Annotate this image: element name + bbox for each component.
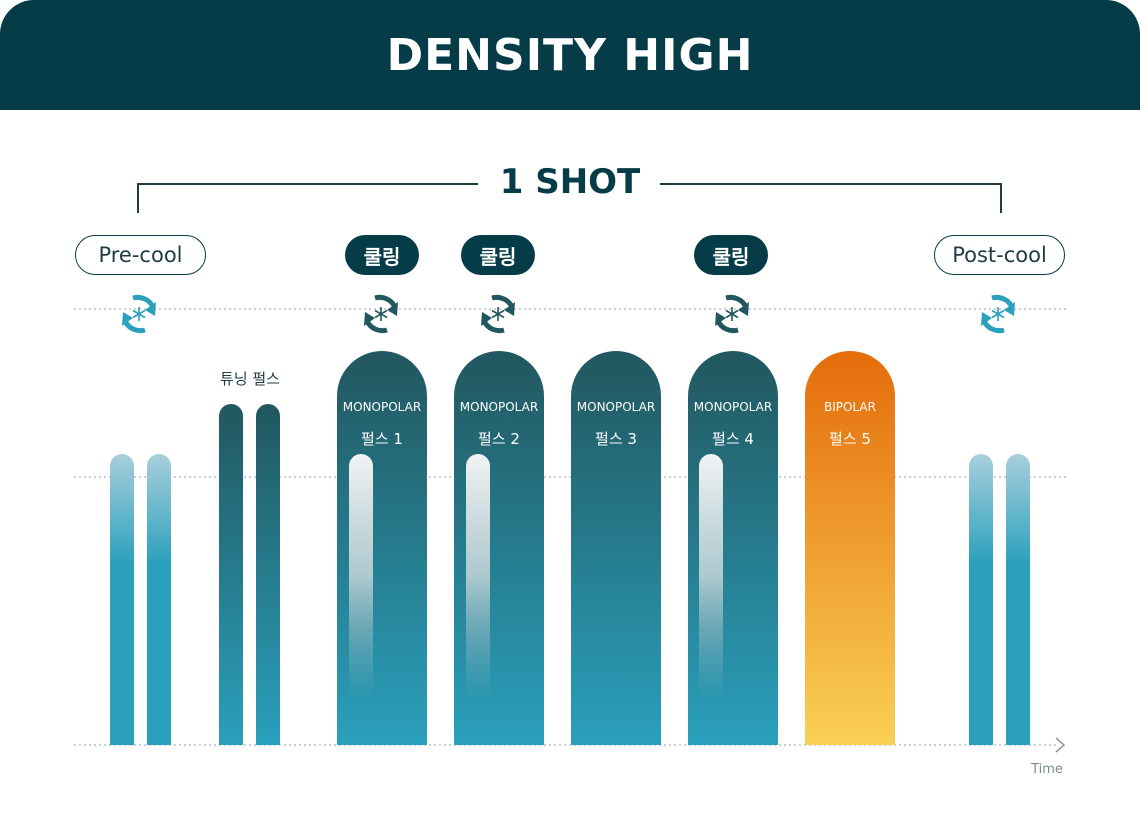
pulse-3-label: 펄스 3 [595,430,637,448]
shot-bracket [137,183,1002,213]
pulse-2-label: 펄스 2 [478,430,520,448]
pulse-5-bar [805,351,895,745]
tuning-pulse-label: 튜닝 펄스 [220,370,280,388]
header-bar: DENSITY HIGH [0,0,1140,110]
shot-title: 1 SHOT [499,162,641,202]
pulse-4-type: MONOPOLAR [693,400,773,414]
time-axis-label: Time [1031,762,1063,777]
pulse-1-type: MONOPOLAR [342,400,422,414]
pulse-2-bar [454,351,544,745]
page-title: DENSITY HIGH [386,30,754,81]
pre-cool-badge: Pre-cool [75,235,206,275]
cooling-badge: 쿨링 [345,235,419,275]
snowflake-cycle-icon [981,297,1015,330]
snowflake-cycle-icon [364,297,398,330]
pulse-5-label: 펄스 5 [829,430,871,448]
pulse-1-bar [337,351,427,745]
chevron-right-icon [1055,737,1066,753]
snowflake-cycle-icon [122,297,156,330]
pulse-3-type: MONOPOLAR [576,400,656,414]
post-cool-bars [969,454,1030,745]
cooling-badge: 쿨링 [694,235,768,275]
tuning-pulse-bars [219,404,280,745]
snowflake-cycle-icon [481,297,515,330]
post-cool-badge: Post-cool [934,235,1065,275]
pulse-2-type: MONOPOLAR [459,400,539,414]
snowflake-cycle-icon [715,297,749,330]
pulse-4-bar [688,351,778,745]
pre-cool-bars [110,454,171,745]
pulse-1-label: 펄스 1 [361,430,403,448]
cooling-badge: 쿨링 [461,235,535,275]
pulse-3-bar [571,351,661,745]
pulse-5-type: BIPOLAR [824,400,876,414]
pulse-4-label: 펄스 4 [712,430,754,448]
